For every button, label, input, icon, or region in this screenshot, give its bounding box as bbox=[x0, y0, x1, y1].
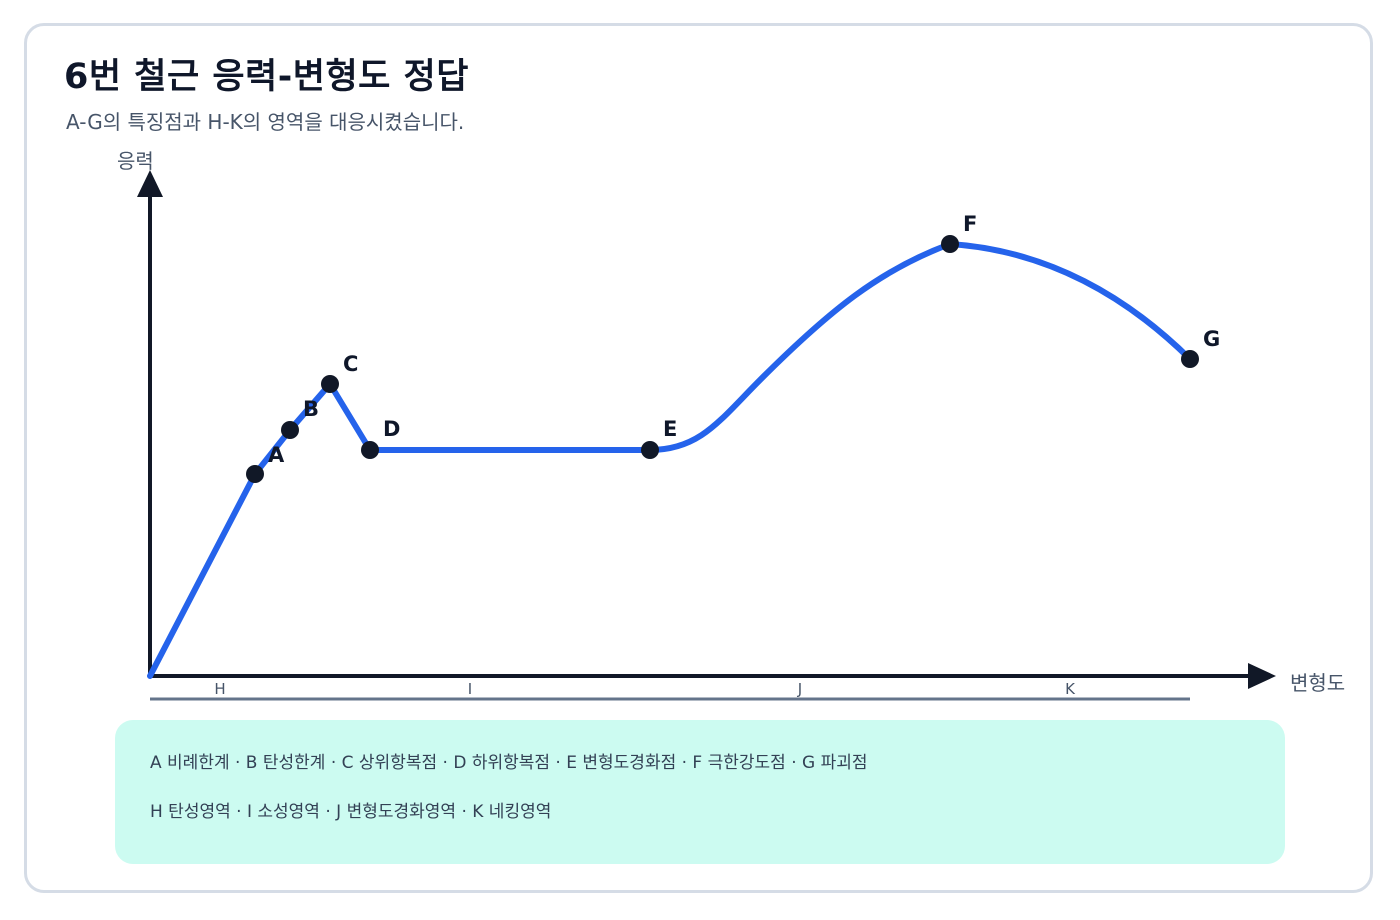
point-b-label: B bbox=[303, 397, 319, 421]
point-f-marker bbox=[941, 235, 959, 253]
point-c-label: C bbox=[343, 352, 358, 376]
point-a-marker bbox=[246, 465, 264, 483]
x-axis-arrow-icon bbox=[1248, 663, 1276, 689]
point-f-label: F bbox=[963, 212, 977, 236]
point-d-label: D bbox=[383, 417, 400, 441]
x-axis-label: 변형도 bbox=[1290, 671, 1345, 695]
legend-box: A 비례한계 · B 탄성한계 · C 상위항복점 · D 하위항복점 · E … bbox=[115, 720, 1285, 864]
page-subtitle: A-G의 특징점과 H-K의 영역을 대응시켰습니다. bbox=[66, 110, 465, 134]
region-label-i: I bbox=[468, 680, 472, 698]
point-b-marker bbox=[281, 421, 299, 439]
legend-points-line: A 비례한계 · B 탄성한계 · C 상위항복점 · D 하위항복점 · E … bbox=[150, 753, 868, 773]
point-e-label: E bbox=[663, 417, 677, 441]
y-axis-label: 응력 bbox=[117, 149, 154, 173]
stress-strain-curve bbox=[147, 241, 1193, 679]
region-label-j: J bbox=[797, 680, 802, 698]
region-label-k: K bbox=[1065, 680, 1076, 698]
y-axis-arrow-icon bbox=[137, 170, 163, 197]
page-title: 6번 철근 응력-변형도 정답 bbox=[64, 57, 469, 97]
point-g-label: G bbox=[1203, 327, 1220, 351]
region-label-h: H bbox=[214, 680, 225, 698]
point-d-marker bbox=[361, 441, 379, 459]
point-g-marker bbox=[1181, 350, 1199, 368]
legend-regions-line: H 탄성영역 · I 소성영역 · J 변형도경화영역 · K 네킹영역 bbox=[150, 802, 552, 822]
point-c-marker bbox=[321, 375, 339, 393]
point-e-marker bbox=[641, 441, 659, 459]
point-a-label: A bbox=[268, 443, 285, 467]
